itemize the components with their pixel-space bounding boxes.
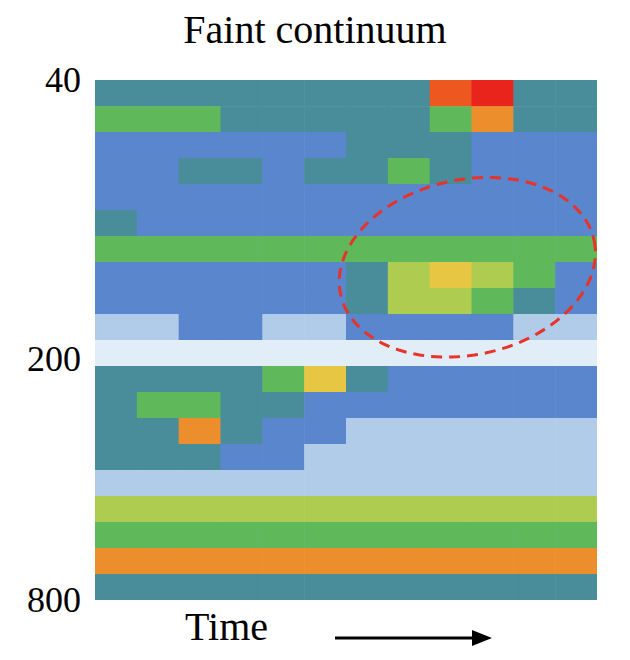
svg-text:200: 200 <box>27 339 81 379</box>
svg-text:800: 800 <box>27 580 81 620</box>
svg-text:Faint continuum: Faint continuum <box>183 7 446 52</box>
svg-text:40: 40 <box>45 60 81 100</box>
svg-text:Time: Time <box>185 604 268 649</box>
